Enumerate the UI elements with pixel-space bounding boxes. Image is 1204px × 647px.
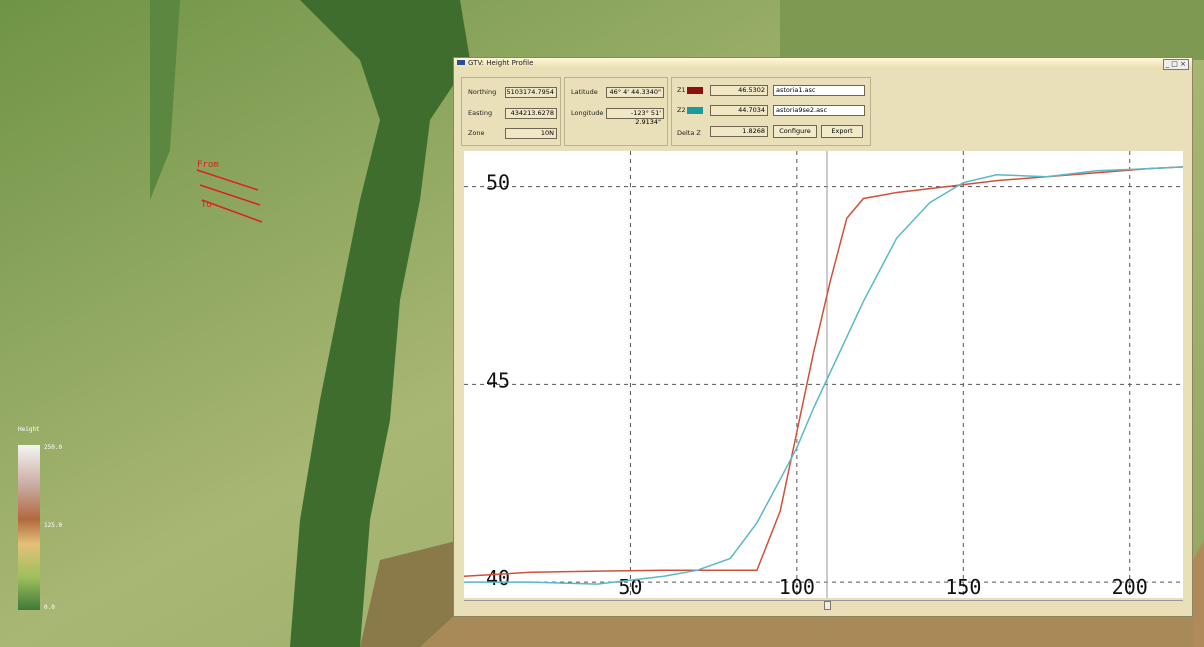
y-tick-label: 45 (486, 368, 510, 392)
z2-swatch (687, 107, 703, 114)
position-group: Northing 5103174.7954 Easting 434213.627… (461, 77, 561, 146)
scroll-thumb[interactable] (824, 601, 831, 610)
x-tick-label: 200 (1112, 575, 1148, 598)
field: 1.8268 (710, 126, 768, 137)
field: -123° 51' 2.9134" (606, 108, 664, 119)
z2-file-select[interactable]: astoria9se2.asc (773, 105, 865, 116)
window-title: GTV: Height Profile (468, 59, 533, 67)
legend-label: 0.0 (44, 604, 55, 611)
legend-bar (18, 445, 40, 610)
field: 434213.6278 (505, 108, 557, 119)
y-tick-label: 40 (486, 566, 510, 590)
label: Easting (468, 108, 492, 119)
z1-swatch (687, 87, 703, 94)
plot-area (464, 151, 1183, 598)
to-label: To (201, 200, 212, 210)
height-profile-window: GTV: Height Profile _ □ × Northing 51031… (453, 57, 1193, 617)
title-bar: GTV: Height Profile _ □ × (454, 58, 1192, 69)
configure-button[interactable]: Configure (773, 125, 817, 138)
label: Zone (468, 128, 485, 139)
screen: From To Height 250.0 125.0 0.0 GTV: Heig… (0, 0, 1204, 647)
field: 46.5302 (710, 85, 768, 96)
label: Northing (468, 87, 496, 98)
field: 10N (505, 128, 557, 139)
legend-label: 250.0 (44, 444, 62, 451)
from-label: From (197, 160, 219, 170)
label: Latitude (571, 87, 598, 98)
geo-group: Latitude 46° 4' 44.3340" Longitude -123°… (564, 77, 668, 146)
field: 5103174.7954 (505, 87, 557, 98)
export-button[interactable]: Export (821, 125, 863, 138)
field: 46° 4' 44.3340" (606, 87, 664, 98)
label: Delta Z (677, 128, 701, 139)
label: Z1 (677, 85, 686, 96)
y-tick-label: 50 (486, 171, 510, 195)
label: Z2 (677, 105, 686, 116)
scrollbar[interactable] (464, 600, 1183, 609)
app-icon (457, 60, 465, 65)
field: 44.7034 (710, 105, 768, 116)
legend-label: 125.0 (44, 522, 62, 529)
heights-group: Z1 46.5302 astoria1.asc Z2 44.7034 astor… (671, 77, 871, 146)
x-tick-label: 100 (779, 575, 815, 598)
x-tick-label: 150 (945, 575, 981, 598)
window-controls[interactable]: _ □ × (1163, 59, 1189, 70)
z1-file-select[interactable]: astoria1.asc (773, 85, 865, 96)
legend-title: Height (18, 426, 40, 433)
label: Longitude (571, 108, 603, 119)
